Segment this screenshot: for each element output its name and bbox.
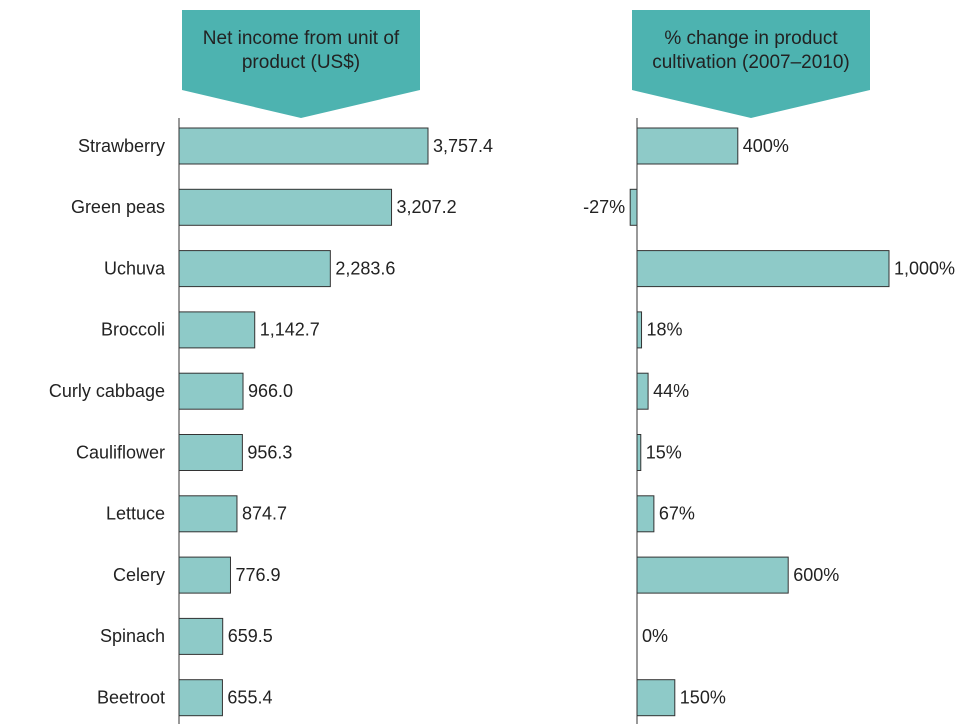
value-label: 44% (653, 381, 689, 401)
value-label: 3,757.4 (433, 136, 493, 156)
value-label: 659.5 (228, 626, 273, 646)
bar (178, 556, 231, 594)
value-label: 1,142.7 (260, 320, 320, 340)
bar (178, 679, 223, 717)
value-label: 600% (793, 565, 839, 585)
bar (636, 556, 789, 594)
bar (636, 311, 643, 349)
value-label: 874.7 (242, 504, 287, 524)
bar (178, 127, 429, 165)
banner-shape (632, 10, 870, 118)
value-label: 3,207.2 (397, 197, 457, 217)
bar (636, 495, 655, 533)
bar (178, 250, 331, 288)
bar (636, 679, 676, 717)
value-label: 15% (646, 442, 682, 462)
bar (178, 188, 393, 226)
bar (636, 372, 649, 410)
category-label: Curly cabbage (49, 381, 165, 401)
category-label: Green peas (71, 197, 165, 217)
category-label: Broccoli (101, 320, 165, 340)
value-label: 0% (642, 626, 668, 646)
value-label: 67% (659, 504, 695, 524)
bar (178, 617, 224, 655)
value-label: 400% (743, 136, 789, 156)
bar (178, 495, 238, 533)
bar (636, 250, 890, 288)
value-label: 18% (647, 320, 683, 340)
bar (178, 372, 244, 410)
bar (636, 434, 642, 471)
category-label: Celery (113, 565, 165, 585)
banner-shape (182, 10, 420, 118)
value-label: 776.9 (235, 565, 280, 585)
category-label: Spinach (100, 626, 165, 646)
category-label: Uchuva (104, 258, 166, 278)
panel-title: Net income from unit of product (US$) (202, 28, 400, 73)
category-label: Cauliflower (76, 442, 165, 462)
value-label: 655.4 (227, 687, 272, 707)
value-label: 966.0 (248, 381, 293, 401)
bar (178, 311, 256, 349)
category-label: Lettuce (106, 504, 165, 524)
value-label: 1,000% (894, 258, 955, 278)
value-label: 150% (680, 687, 726, 707)
bar (629, 188, 638, 226)
panel-title: % change in product cultivation (2007–20… (652, 28, 850, 73)
category-label: Beetroot (97, 687, 165, 707)
value-label: 956.3 (247, 442, 292, 462)
category-label: Strawberry (78, 136, 165, 156)
bar (636, 127, 739, 165)
value-label: -27% (583, 197, 625, 217)
value-label: 2,283.6 (335, 258, 395, 278)
bar (178, 434, 243, 471)
